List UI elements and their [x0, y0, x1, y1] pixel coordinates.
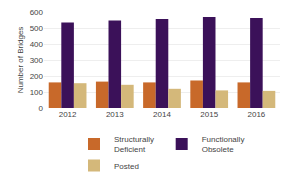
svg-text:Number of Bridges: Number of Bridges: [16, 27, 25, 94]
svg-text:StructurallyDeficient: StructurallyDeficient: [114, 135, 154, 154]
svg-text:200: 200: [30, 72, 44, 81]
svg-text:2016: 2016: [248, 110, 266, 119]
svg-text:0: 0: [39, 104, 44, 113]
svg-text:Posted: Posted: [114, 162, 139, 171]
svg-text:500: 500: [30, 24, 44, 33]
svg-text:FunctionallyObsolete: FunctionallyObsolete: [202, 135, 245, 154]
svg-text:2013: 2013: [106, 110, 124, 119]
svg-text:600: 600: [30, 8, 44, 17]
svg-text:2012: 2012: [59, 110, 77, 119]
svg-text:400: 400: [30, 40, 44, 49]
svg-text:100: 100: [30, 88, 44, 97]
svg-text:2014: 2014: [153, 110, 171, 119]
svg-text:300: 300: [30, 56, 44, 65]
svg-text:2015: 2015: [200, 110, 218, 119]
